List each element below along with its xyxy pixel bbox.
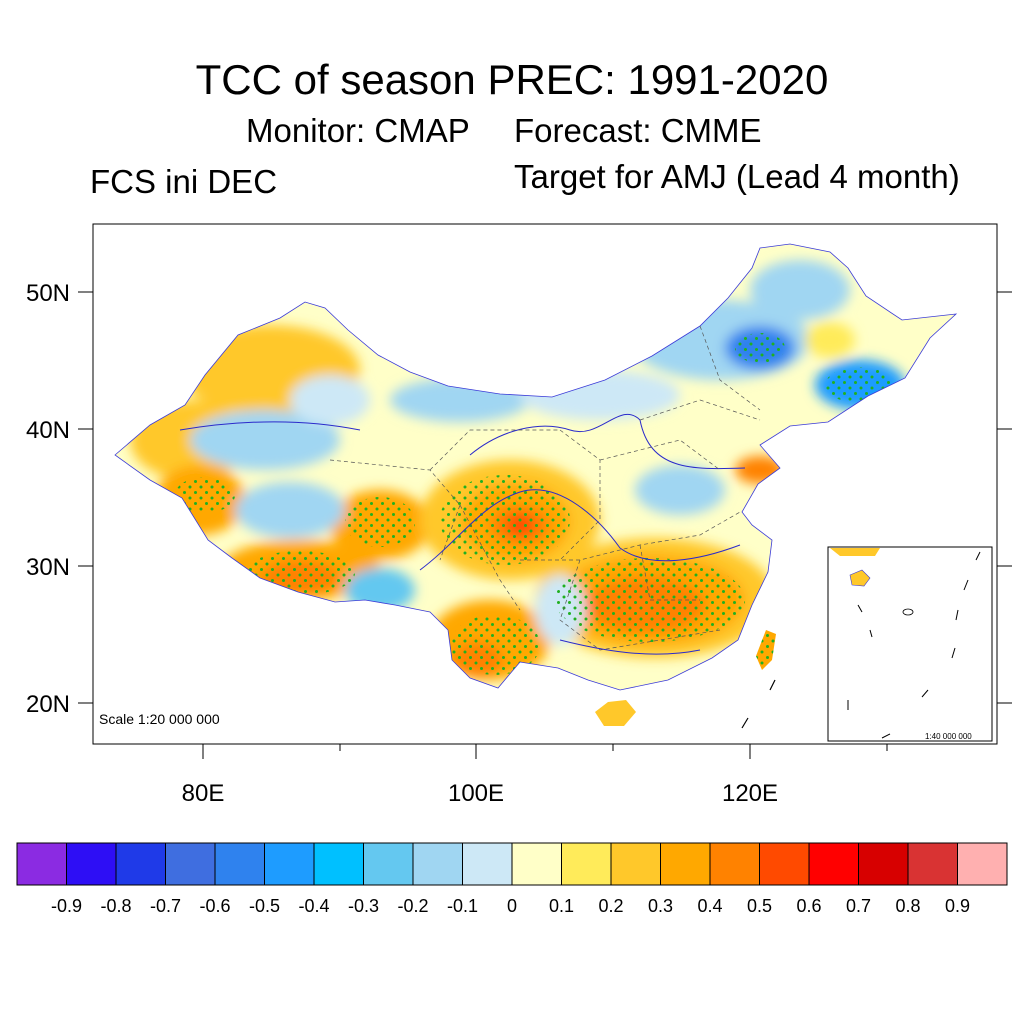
dash-line-main [741,679,776,729]
colorbar-swatch [115,842,166,886]
colorbar-swatch [313,842,364,886]
lat-label-50n: 50N [25,280,70,307]
monitor-label: Monitor: CMAP [246,112,470,149]
colorbar-tick-label: 0 [506,896,517,916]
colorbar-tick-label: -0.4 [298,896,330,916]
colorbar-swatch [264,842,315,886]
colorbar-swatch [165,842,216,886]
south-china-sea-inset [827,546,993,742]
colorbar-tick-label: -0.7 [149,896,182,916]
colorbar-tick-label: -0.6 [199,896,231,916]
init-label: FCS ini DEC [90,163,278,200]
colorbar-swatch [709,842,760,886]
colorbar-tick-label: 0.1 [548,896,575,916]
colorbar-swatch [363,842,414,886]
lat-label-20n: 20N [25,691,70,718]
colorbar-swatch [412,842,463,886]
scale-label: Scale 1:20 000 000 [99,711,220,727]
colorbar-swatch [808,842,859,886]
lon-label-80e: 80E [181,780,225,807]
colorbar-tick-label: 0.3 [647,896,674,916]
colorbar-swatch [660,842,711,886]
lon-label-120e: 120E [721,780,779,807]
colorbar-swatch [561,842,612,886]
colorbar-tick-label: -0.1 [446,896,479,916]
chart-title: TCC of season PREC: 1991-2020 [195,56,829,103]
lat-label-30n: 30N [25,554,70,581]
rivers [179,413,746,655]
colorbar-swatch [511,842,562,886]
colorbar-tick-label: -0.8 [100,896,132,916]
colorbar-swatch [858,842,909,886]
forecast-label: Forecast: CMME [514,112,762,149]
colorbar-tick-label: -0.3 [347,896,380,916]
target-label: Target for AMJ (Lead 4 month) [514,158,960,195]
colorbar-tick-label: 0.7 [845,896,872,916]
lat-label-40n: 40N [25,417,70,444]
lon-label-100e: 100E [447,780,505,807]
colorbar-swatch [462,842,513,886]
colorbar-swatch [610,842,661,886]
colorbar-tick-label: 0.8 [895,896,921,916]
colorbar-swatch [16,842,67,886]
colorbar-tick-label: 0.2 [598,896,624,916]
colorbar-tick-label: 0.9 [944,896,971,916]
colorbar-tick-label: -0.9 [50,896,83,916]
colorbar-tick-label: 0.5 [746,896,773,916]
province-boundaries [329,325,761,651]
inset-scale-label: 1:40 000 000 [925,732,972,741]
map-ticks [78,291,1012,759]
colorbar-tick-label: -0.2 [397,896,429,916]
colorbar-tick-label: 0.6 [796,896,822,916]
colorbar-swatch [214,842,265,886]
colorbar-swatch [907,842,958,886]
colorbar-swatch [66,842,117,886]
colorbar-swatch [759,842,810,886]
colorbar-tick-label: -0.5 [248,896,281,916]
colorbar-tick-label: 0.4 [697,896,723,916]
colorbar [16,842,1008,886]
colorbar-swatch [957,842,1008,886]
